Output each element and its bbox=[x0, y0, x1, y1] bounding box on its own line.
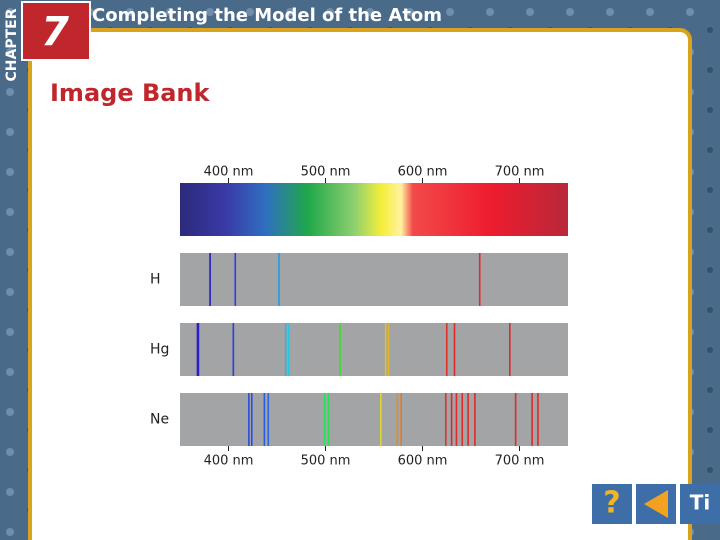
spectrum-strip bbox=[180, 253, 568, 306]
spectrum-strip bbox=[180, 393, 568, 446]
x-tick-label: 600 nm bbox=[398, 165, 448, 180]
series-label: Ne bbox=[150, 412, 169, 428]
buttons: ? Ti bbox=[592, 484, 720, 524]
chapter-box bbox=[21, 1, 91, 61]
help-button[interactable] bbox=[592, 484, 632, 524]
element-button[interactable] bbox=[680, 484, 720, 524]
series-label: H bbox=[150, 272, 161, 288]
spectrum-strip bbox=[180, 323, 568, 376]
element-symbol: Ti bbox=[690, 491, 711, 515]
help-icon: ? bbox=[603, 486, 620, 521]
x-tick-label: 600 nm bbox=[398, 454, 448, 469]
continuous-spectrum bbox=[180, 183, 568, 236]
x-tick-label: 400 nm bbox=[204, 165, 254, 180]
page-title: Image Bank bbox=[50, 79, 211, 107]
x-tick-label: 500 nm bbox=[301, 454, 351, 469]
chapter-label: CHAPTER bbox=[4, 8, 20, 81]
back-icon bbox=[644, 490, 668, 518]
series-label: Hg bbox=[150, 342, 169, 358]
x-tick-label: 700 nm bbox=[495, 454, 545, 469]
chapter-number: 7 bbox=[41, 9, 69, 55]
header-title: Completing the Model of the Atom bbox=[92, 5, 442, 26]
x-tick-label: 400 nm bbox=[204, 454, 254, 469]
x-tick-label: 700 nm bbox=[495, 165, 545, 180]
x-tick-label: 500 nm bbox=[301, 165, 351, 180]
